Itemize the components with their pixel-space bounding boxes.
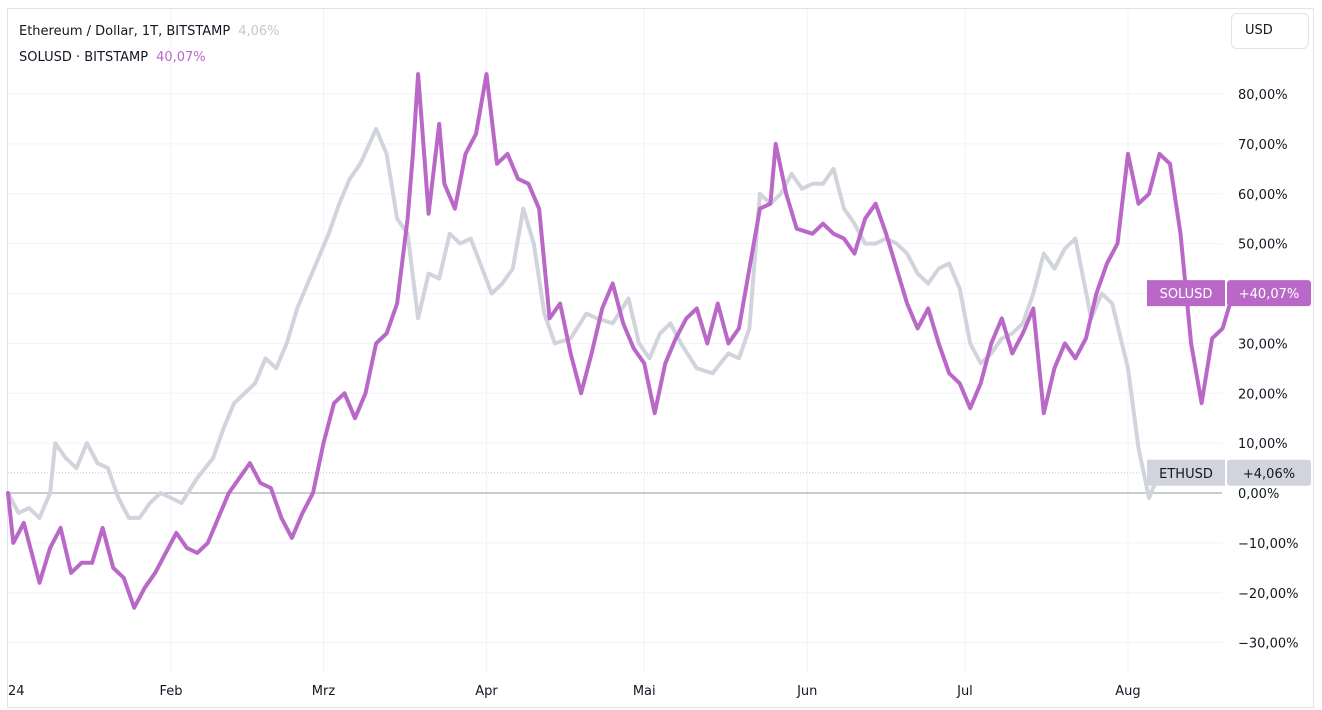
legend-sol-value: 40,07% <box>156 50 206 65</box>
series-value-label: +4,06% <box>1243 467 1295 482</box>
price-tag-solusd: SOLUSD +40,07% <box>1147 280 1311 307</box>
legend-eth-value: 4,06% <box>238 24 280 39</box>
x-tick-label: 24 <box>8 684 25 699</box>
legend-row-sol[interactable]: SOLUSD · BITSTAMP 40,07% <box>19 45 280 71</box>
y-tick-label: 70,00% <box>1238 138 1288 153</box>
series-name-tag <box>1147 459 1225 486</box>
series-line-ethusd <box>6 126 1162 520</box>
y-tick-label: −30,00% <box>1238 637 1298 652</box>
y-tick-label: −10,00% <box>1238 537 1298 552</box>
legend-eth-title: Ethereum / Dollar, 1T, BITSTAMP <box>19 24 231 39</box>
x-tick-label: Mai <box>633 684 656 699</box>
x-tick-label: Feb <box>159 684 182 699</box>
y-tick-label: 10,00% <box>1238 437 1288 452</box>
series-value-tag <box>1227 280 1311 307</box>
y-tick-label: 60,00% <box>1238 188 1288 203</box>
x-tick-label: Jun <box>796 684 817 699</box>
series-name-tag <box>1147 280 1225 307</box>
y-tick-label: 80,00% <box>1238 88 1288 103</box>
series-line-solusd <box>6 72 1236 610</box>
y-tick-label: −20,00% <box>1238 587 1298 602</box>
currency-button[interactable]: USD <box>1231 13 1309 49</box>
chart-legend: Ethereum / Dollar, 1T, BITSTAMP 4,06% SOL… <box>19 19 280 71</box>
legend-sol-title: SOLUSD · BITSTAMP <box>19 50 149 65</box>
legend-row-eth[interactable]: Ethereum / Dollar, 1T, BITSTAMP 4,06% <box>19 19 280 45</box>
x-tick-label: Apr <box>475 684 498 699</box>
series-name-label: ETHUSD <box>1159 467 1213 482</box>
price-tag-ethusd: ETHUSD +4,06% <box>1147 459 1311 486</box>
series-name-label: SOLUSD <box>1160 287 1213 302</box>
x-tick-label: Aug <box>1115 684 1140 699</box>
y-tick-label: 0,00% <box>1238 487 1279 502</box>
series-value-tag <box>1227 459 1311 486</box>
y-tick-label: 30,00% <box>1238 337 1288 352</box>
x-tick-label: Jul <box>956 684 973 699</box>
y-tick-label: 50,00% <box>1238 238 1288 253</box>
series-value-label: +40,07% <box>1239 287 1299 302</box>
chart-frame <box>7 8 1314 708</box>
x-tick-label: Mrz <box>312 684 336 699</box>
y-tick-label: 20,00% <box>1238 387 1288 402</box>
